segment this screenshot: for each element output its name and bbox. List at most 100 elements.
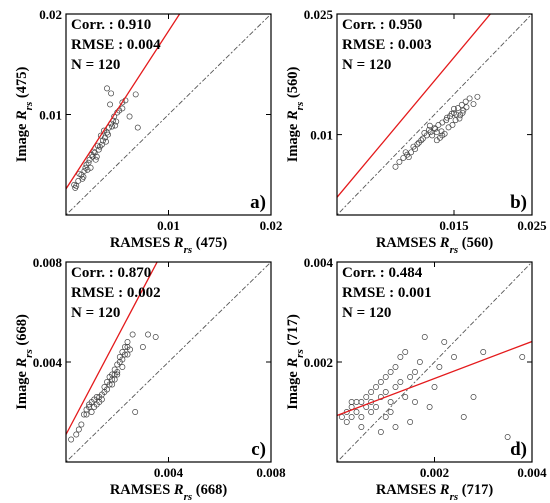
one-to-one-line: [66, 262, 271, 462]
data-point: [98, 141, 105, 148]
data-point: [94, 142, 101, 149]
y-label-suffix: (560): [285, 67, 301, 102]
data-point: [426, 122, 433, 129]
x-tick-label: 0.004: [154, 465, 184, 480]
data-point: [392, 424, 399, 430]
y-label-base: R: [285, 357, 301, 368]
regression-line: [337, 14, 492, 198]
x-label-sub: rs: [450, 491, 459, 503]
y-label-prefix: Image: [14, 120, 30, 162]
data-point: [405, 154, 412, 161]
data-point: [402, 149, 409, 156]
x-axis-label: RAMSES Rrs (717): [376, 482, 494, 503]
data-point: [392, 163, 399, 170]
data-point: [397, 354, 404, 360]
one-to-one-line: [337, 14, 532, 215]
data-point: [392, 364, 399, 370]
x-label-prefix: RAMSES: [110, 482, 174, 498]
data-point: [431, 384, 438, 390]
x-axis-label: RAMSES Rrs (560): [376, 235, 494, 256]
data-point: [445, 124, 452, 131]
y-label-sub: rs: [294, 102, 306, 111]
data-point: [453, 111, 460, 118]
scatter-panel-c: 0.004 0.008 0.004 0.008 Corr. : 0.870 RMSE : …: [14, 255, 286, 503]
data-point: [402, 394, 409, 400]
data-point: [99, 137, 106, 144]
data-point: [358, 414, 365, 420]
stat-line-1: Corr. : 0.484: [342, 265, 423, 281]
data-point: [106, 381, 113, 388]
data-point: [421, 334, 428, 340]
data-point: [444, 114, 450, 121]
stat-line-3: N = 120: [71, 305, 120, 321]
x-label-prefix: RAMSES: [110, 235, 174, 251]
data-point: [416, 359, 423, 365]
data-point: [76, 170, 83, 177]
data-point: [426, 404, 433, 410]
data-point: [108, 90, 115, 97]
data-point: [463, 104, 470, 111]
stat-line-2: RMSE : 0.004: [71, 37, 161, 53]
data-point: [419, 135, 426, 142]
x-label-base: R: [439, 235, 450, 251]
data-point: [387, 399, 394, 405]
y-label-sub: rs: [23, 102, 35, 111]
data-point: [109, 381, 116, 388]
x-label-sub: rs: [184, 491, 193, 503]
data-point: [358, 424, 365, 430]
data-point: [387, 409, 394, 415]
data-point: [88, 409, 95, 415]
x-label-sub: rs: [450, 244, 459, 256]
data-point: [97, 132, 104, 139]
data-point: [466, 95, 473, 102]
data-point: [451, 105, 457, 112]
x-label-suffix: (560): [458, 235, 493, 251]
data-point: [91, 404, 98, 410]
data-point: [139, 344, 146, 350]
y-label-suffix: (668): [14, 314, 30, 349]
x-label-prefix: RAMSES: [376, 482, 440, 498]
data-point: [114, 371, 121, 378]
data-point: [353, 409, 360, 415]
x-label-base: R: [439, 482, 450, 498]
data-point: [382, 389, 389, 395]
data-point: [439, 132, 446, 139]
data-point: [145, 331, 151, 338]
data-point: [101, 389, 108, 395]
data-point: [470, 394, 477, 400]
data-point: [412, 369, 418, 375]
data-point: [103, 138, 109, 145]
data-point: [78, 421, 85, 428]
panel-letter: b): [510, 192, 527, 213]
data-point: [418, 137, 425, 144]
panel-letter: c): [251, 439, 266, 460]
y-tick-label: 0.01: [310, 128, 333, 143]
data-point: [92, 156, 99, 163]
scatter-panel-a: 0.01 0.02 0.01 0.02 Corr. : 0.910 RMSE : 0.00…: [14, 7, 282, 256]
y-label-sub: rs: [23, 349, 35, 358]
stat-line-2: RMSE : 0.001: [342, 285, 432, 301]
y-label-suffix: (475): [14, 67, 30, 102]
y-axis-label: Image Rrs (717): [285, 314, 306, 410]
data-point: [458, 101, 465, 108]
data-point: [448, 110, 455, 117]
data-point: [100, 127, 107, 134]
data-point: [504, 434, 511, 440]
data-point: [407, 419, 414, 425]
regression-line: [66, 262, 158, 435]
data-point: [348, 414, 355, 420]
data-point: [460, 107, 467, 114]
x-label-base: R: [173, 235, 184, 251]
y-axis-label: Image Rrs (475): [14, 67, 35, 163]
data-point: [119, 99, 126, 106]
data-point: [84, 166, 91, 173]
data-point: [105, 131, 111, 138]
y-label-prefix: Image: [285, 120, 301, 162]
data-point: [436, 364, 443, 370]
plot-frame: [336, 13, 533, 216]
data-point: [432, 126, 439, 132]
data-point: [454, 105, 461, 112]
data-point: [348, 399, 355, 405]
x-label-sub: rs: [184, 244, 193, 256]
y-tick-label: 0.008: [33, 255, 63, 270]
